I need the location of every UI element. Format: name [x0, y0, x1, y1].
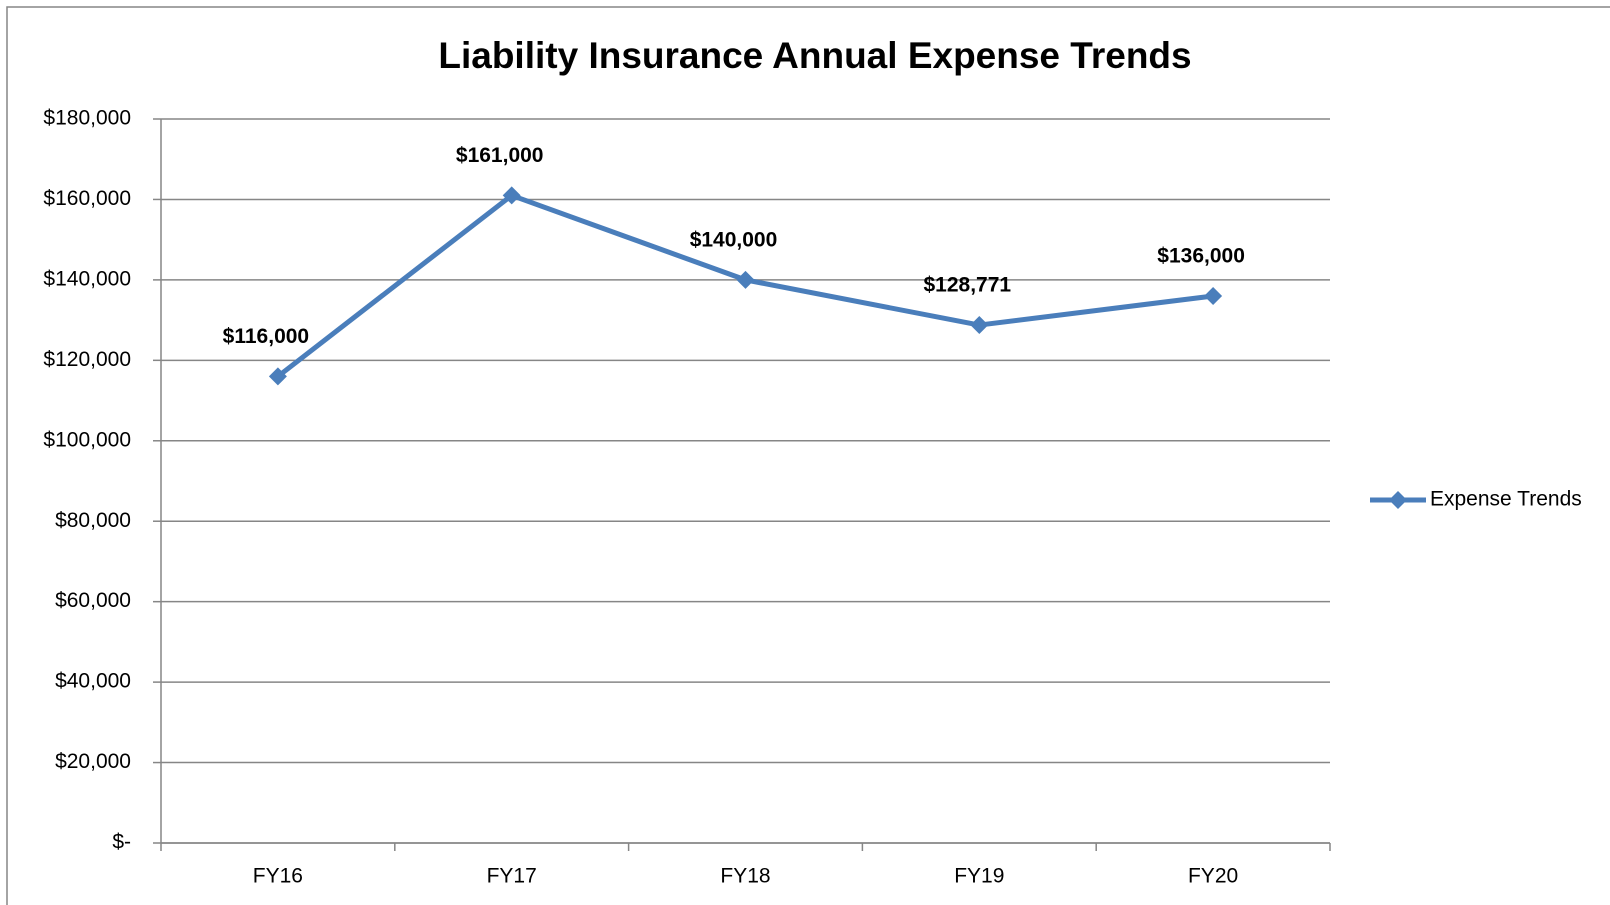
- y-tick-label: $100,000: [43, 428, 131, 451]
- y-tick-label: $120,000: [43, 348, 131, 371]
- y-tick-label: $180,000: [43, 107, 131, 130]
- y-tick-label: $40,000: [55, 670, 131, 693]
- data-label: $136,000: [1157, 245, 1245, 268]
- x-tick-label: FY18: [720, 865, 770, 888]
- data-point: [502, 186, 521, 205]
- y-tick-label: $20,000: [55, 750, 131, 773]
- y-tick-label: $140,000: [43, 267, 131, 290]
- data-label: $161,000: [456, 144, 544, 167]
- data-point: [970, 316, 989, 335]
- data-point: [736, 270, 755, 289]
- data-label: $128,771: [924, 274, 1012, 297]
- data-point: [268, 367, 287, 386]
- data-label: $116,000: [223, 325, 309, 348]
- x-tick-label: FY20: [1188, 865, 1238, 888]
- x-tick-label: FY17: [487, 865, 537, 888]
- legend-label: Expense Trends: [1430, 488, 1582, 511]
- y-tick-label: $80,000: [55, 509, 131, 532]
- chart-frame: [6, 6, 1610, 905]
- chart-title: Liability Insurance Annual Expense Trend…: [438, 35, 1191, 76]
- legend-marker: [1389, 491, 1407, 509]
- data-point: [1204, 286, 1223, 305]
- y-tick-label: $-: [112, 831, 131, 854]
- data-label: $140,000: [690, 228, 778, 251]
- y-tick-label: $160,000: [43, 187, 131, 210]
- x-tick-label: FY19: [954, 865, 1004, 888]
- y-tick-label: $60,000: [55, 589, 131, 612]
- x-tick-label: FY16: [253, 865, 303, 888]
